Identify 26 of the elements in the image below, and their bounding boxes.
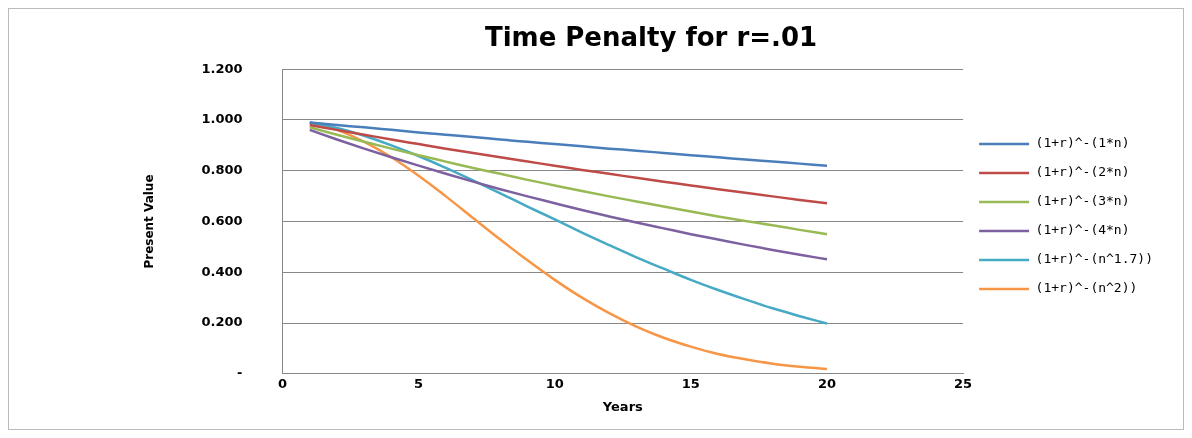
- x-tick-label: 5: [414, 375, 424, 391]
- x-axis-title: Years: [601, 398, 644, 414]
- legend-label: (1+r)^-(2*n): [1035, 164, 1130, 180]
- chart-title: Time Penalty for r=.01: [484, 22, 818, 53]
- legend-label: (1+r)^-(3*n): [1035, 193, 1130, 209]
- line-series: [308, 123, 829, 205]
- y-tick-label: 0.600: [201, 212, 243, 228]
- line-series: [308, 128, 829, 261]
- line-series: [308, 121, 829, 167]
- legend-label: (1+r)^-(n^2)): [1035, 280, 1138, 296]
- x-tick-label: 20: [817, 375, 837, 391]
- y-tick-label: 0.800: [201, 162, 243, 178]
- y-tick-label: 1.200: [201, 60, 243, 76]
- x-tick-label: 25: [954, 375, 973, 391]
- legend-label: (1+r)^-(4*n): [1035, 222, 1130, 238]
- y-tick-label: 0.200: [201, 314, 243, 330]
- y-tick-label: 0.400: [201, 263, 243, 279]
- x-tick-label: 0: [278, 375, 288, 391]
- y-tick-label: -: [237, 365, 243, 381]
- legend-label: (1+r)^-(n^1.7)): [1035, 251, 1154, 267]
- x-tick-label: 10: [545, 375, 564, 391]
- legend-label: (1+r)^-(1*n): [1035, 135, 1130, 151]
- y-axis-title: Present Value: [142, 174, 157, 269]
- y-tick-label: 1.000: [201, 111, 243, 127]
- x-tick-label: 15: [681, 375, 700, 391]
- line-series: [308, 126, 829, 236]
